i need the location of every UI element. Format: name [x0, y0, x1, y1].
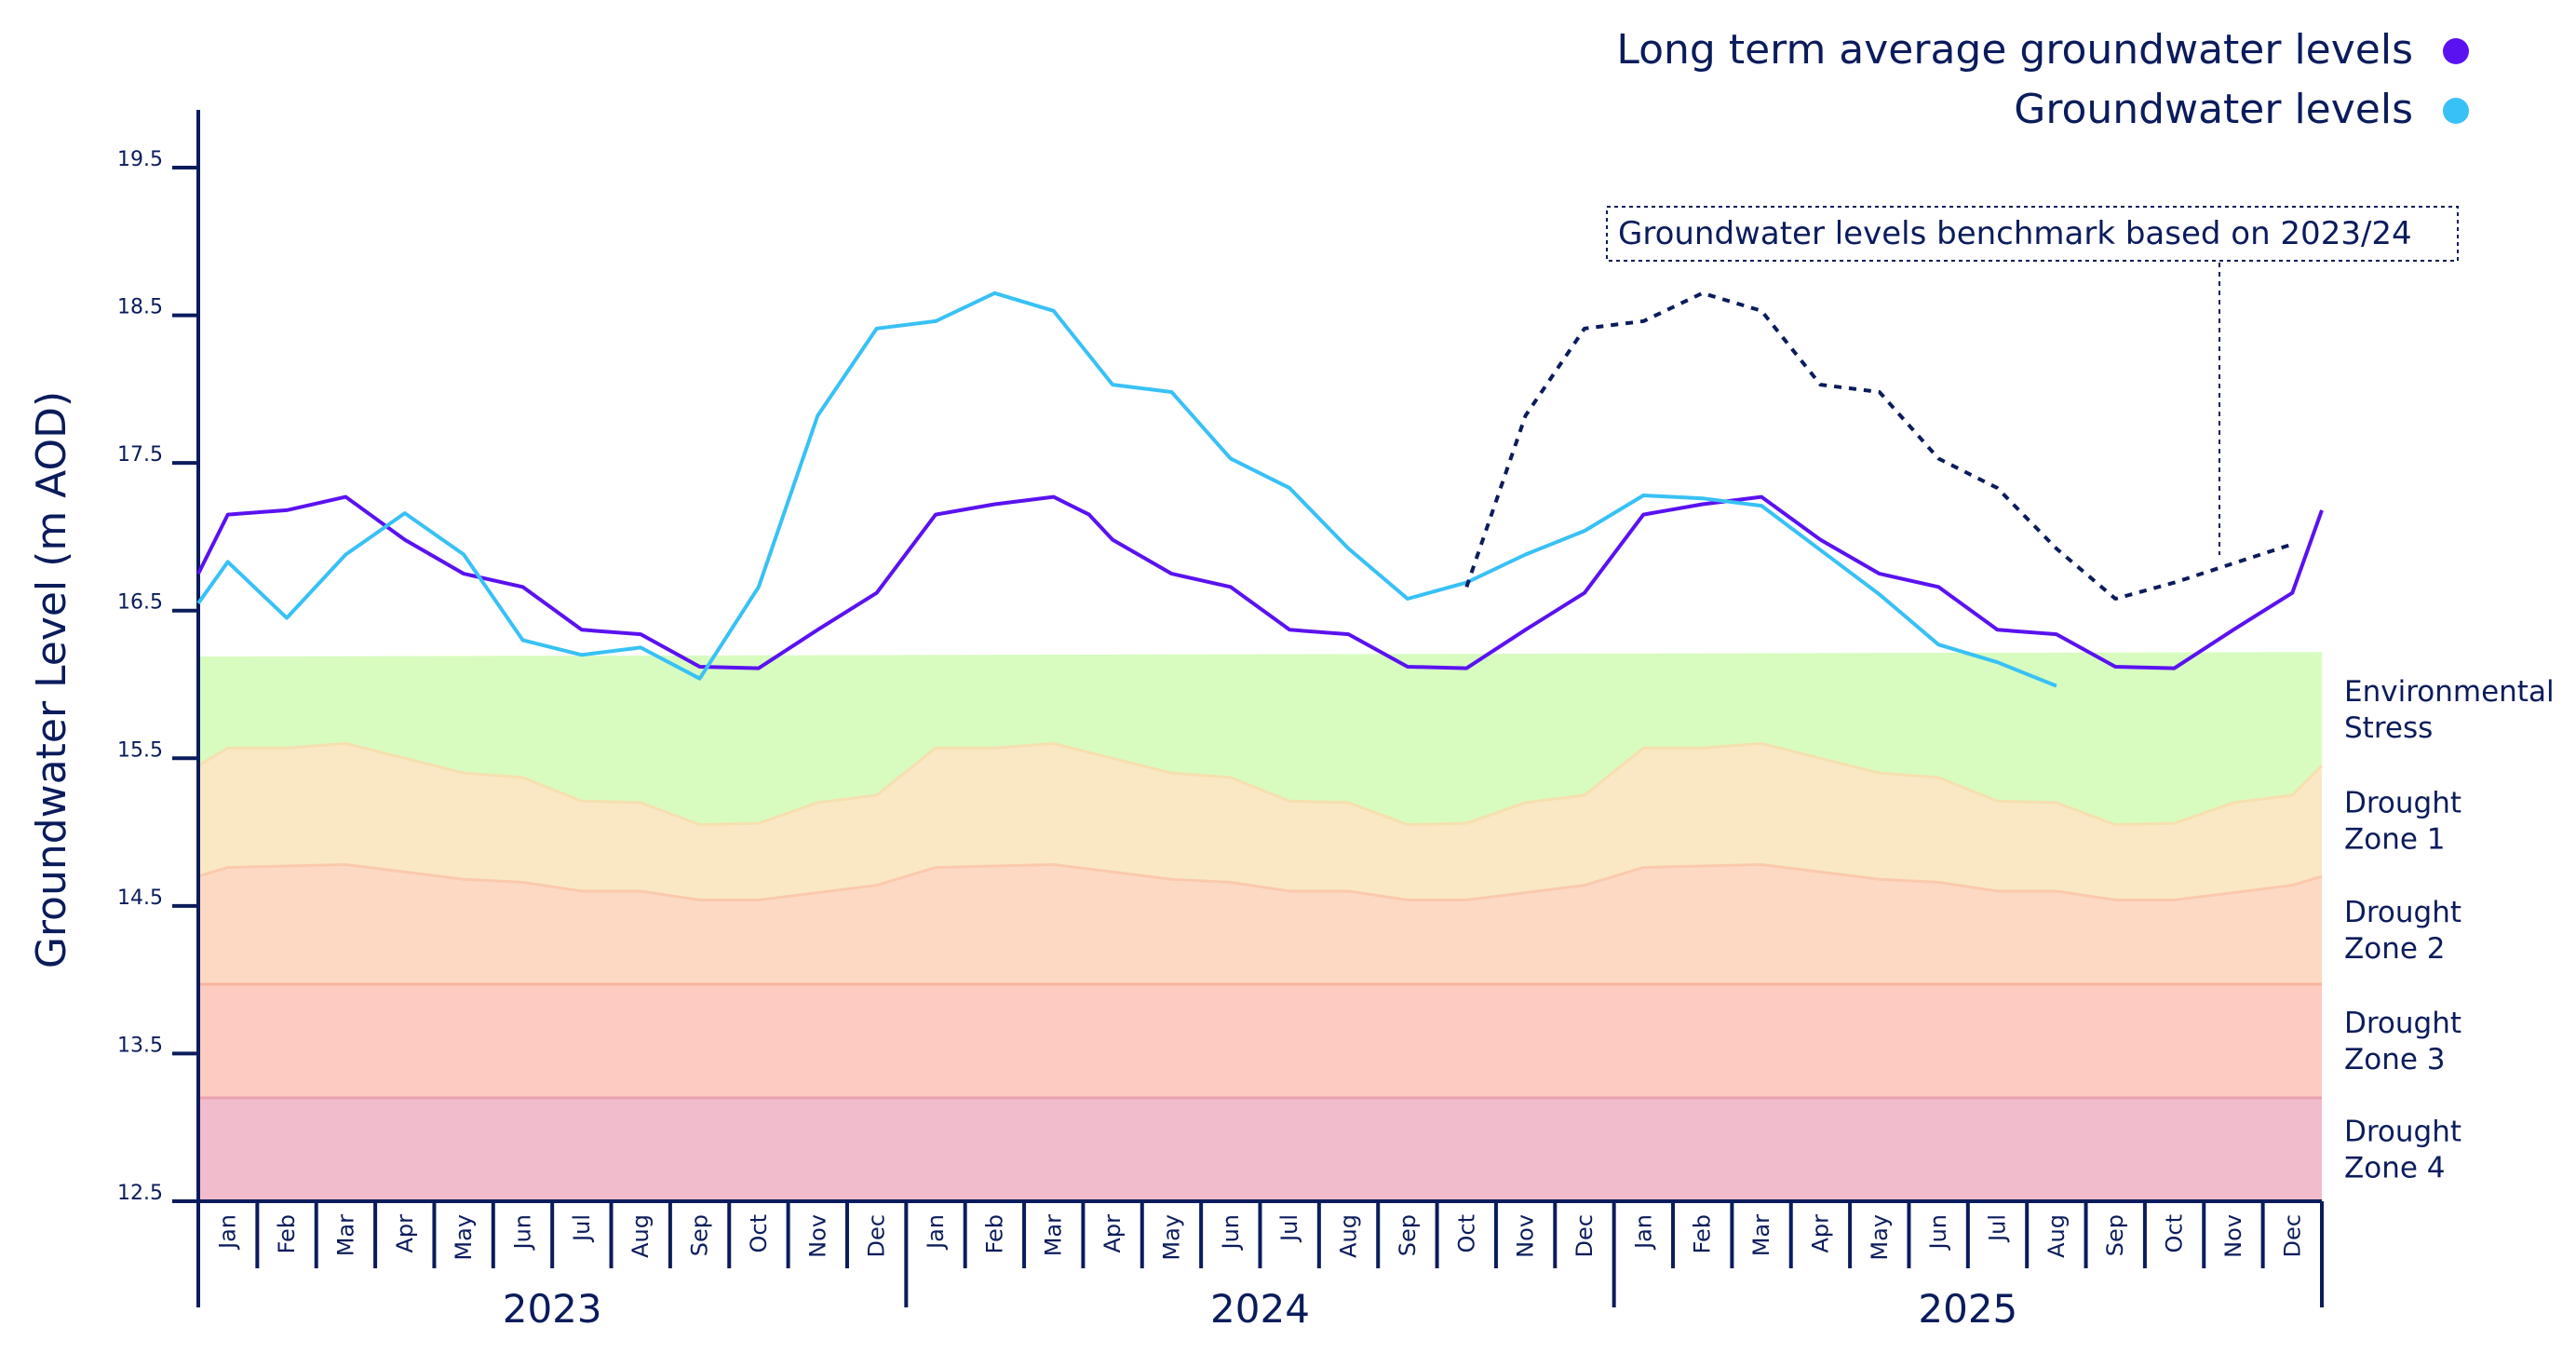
month-label: Aug [1336, 1214, 1362, 1258]
zone-label-line: Drought [2344, 896, 2461, 929]
y-tick-label: 12.5 [117, 1182, 163, 1205]
zone-label-3: Drought Zone 2 [2344, 896, 2461, 966]
y-tick-label: 14.5 [117, 887, 163, 910]
month-label: Dec [2279, 1214, 2305, 1257]
month-label: Feb [274, 1214, 300, 1254]
zone-band-2 [198, 743, 2322, 900]
benchmark-annotation: Groundwater levels benchmark based on 20… [1606, 206, 2459, 555]
zone-label-2: Drought Zone 1 [2344, 787, 2461, 857]
month-label: Nov [2220, 1214, 2246, 1258]
legend-label: Groundwater levels [2014, 86, 2413, 133]
month-label: Feb [981, 1214, 1007, 1254]
month-label: Dec [864, 1214, 890, 1257]
month-label: Jan [923, 1214, 949, 1251]
zone-band-1 [198, 653, 2322, 825]
month-label: Aug [2043, 1214, 2070, 1258]
legend-label: Long term average groundwater levels [1616, 26, 2413, 74]
month-label: Mar [1748, 1214, 1774, 1256]
y-tick-label: 16.5 [117, 591, 163, 615]
month-label: Apr [1807, 1214, 1833, 1253]
legend-marker [2443, 38, 2469, 64]
year-label: 2023 [503, 1286, 602, 1332]
month-label: Apr [1099, 1214, 1126, 1253]
month-label: Oct [2162, 1214, 2188, 1253]
month-label: Jul [569, 1214, 595, 1243]
month-label: Jun [509, 1214, 535, 1252]
y-tick-label: 15.5 [117, 738, 163, 762]
year-label: 2024 [1210, 1286, 1310, 1332]
zone-label-line: Zone 4 [2344, 1152, 2446, 1185]
month-label: Nov [804, 1214, 830, 1258]
month-label: Mar [1041, 1214, 1067, 1256]
year-label: 2025 [1918, 1286, 2017, 1332]
series-lines [196, 291, 2324, 688]
month-label: Apr [392, 1214, 418, 1253]
month-label: Oct [746, 1214, 772, 1253]
month-label: Sep [2102, 1214, 2128, 1256]
zone-label-line: Zone 3 [2344, 1043, 2446, 1076]
drought-zones [197, 652, 2324, 1201]
y-tick-label: 13.5 [117, 1034, 163, 1057]
zone-label-line: Zone 2 [2344, 932, 2446, 966]
month-label: May [1158, 1214, 1184, 1261]
zone-label-5: Drought Zone 4 [2344, 1116, 2461, 1185]
month-label: Jan [215, 1214, 241, 1251]
zone-label-line: Environmental [2344, 675, 2555, 709]
annotation-box [1606, 206, 2459, 262]
month-label: Jul [1276, 1214, 1302, 1243]
series-line-3 [1464, 291, 2293, 601]
annotation-text: Groundwater levels benchmark based on 20… [1618, 215, 2412, 252]
month-label: Jan [1630, 1214, 1656, 1251]
month-label: May [1867, 1214, 1893, 1261]
zone-label-line: Drought [2344, 1116, 2461, 1149]
zone-label-4: Drought Zone 3 [2344, 1007, 2461, 1076]
month-label: Aug [627, 1214, 654, 1258]
y-axis-label: Groundwater Level (m AOD) [28, 391, 75, 968]
zone-band-5 [198, 1098, 2322, 1201]
zone-label-line: Drought [2344, 787, 2461, 820]
y-tick-label: 18.5 [117, 296, 163, 319]
axes: 19.5 18.5 17.5 16.5 15.5 14.5 13.5 12.5 Jan Feb Ma… [117, 110, 2324, 1332]
y-tick-label: 19.5 [117, 148, 163, 171]
month-label: Mar [332, 1214, 358, 1256]
month-label: Dec [1571, 1214, 1598, 1257]
month-label: Jun [1218, 1214, 1244, 1252]
month-label: Oct [1453, 1214, 1479, 1253]
zone-label-line: Zone 1 [2344, 823, 2446, 857]
series-line-2 [196, 291, 2057, 688]
y-tick-label: 17.5 [117, 443, 163, 467]
month-label: May [451, 1214, 477, 1261]
legend-marker [2443, 98, 2469, 124]
zone-band-4 [198, 983, 2322, 1098]
month-label: Sep [1395, 1214, 1421, 1256]
month-label: Jul [1985, 1214, 2011, 1243]
zone-band-3 [198, 864, 2322, 984]
zone-boundary-2 [197, 741, 2324, 827]
legend: Long term average groundwater levels Grou… [1616, 26, 2469, 133]
series-line-1 [196, 494, 2324, 670]
zone-label-line: Stress [2344, 711, 2433, 745]
zone-label-1: Environmental Stress [2344, 675, 2555, 745]
month-label: Feb [1690, 1214, 1716, 1254]
month-label: Jun [1925, 1214, 1951, 1252]
month-label: Nov [1513, 1214, 1539, 1258]
month-label: Sep [687, 1214, 713, 1256]
zone-label-line: Drought [2344, 1007, 2461, 1040]
zone-boundary-3 [197, 862, 2323, 901]
